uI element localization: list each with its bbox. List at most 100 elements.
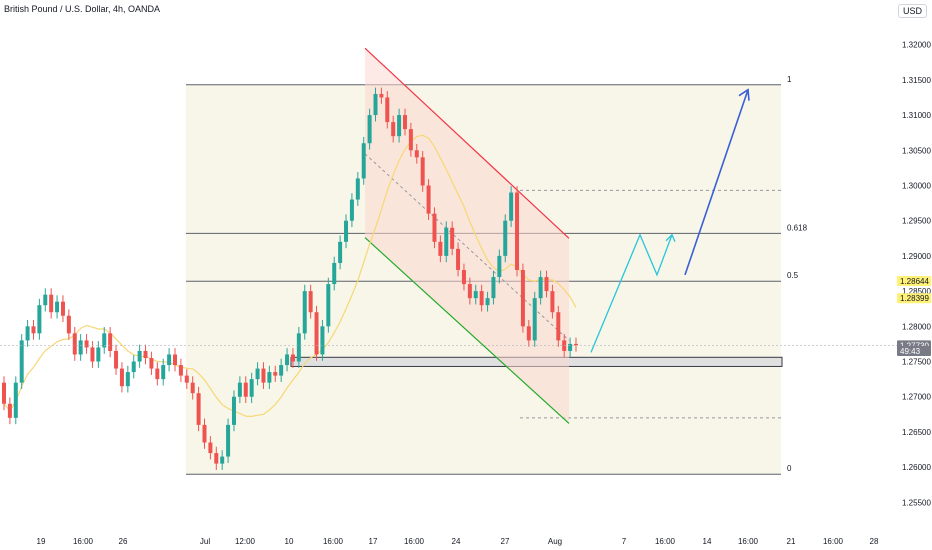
y-tick-11: 1.26500 — [902, 428, 931, 437]
x-tick-18: 28 — [870, 537, 879, 546]
candle-body-69 — [408, 129, 413, 151]
candle-body-19 — [114, 350, 119, 369]
x-tick-13: 16:00 — [655, 537, 676, 546]
candle-body-7 — [43, 294, 48, 306]
candle-body-42 — [249, 379, 254, 397]
candle-body-29 — [173, 354, 178, 366]
candle-body-31 — [184, 375, 189, 383]
candle-body-5 — [31, 326, 36, 334]
candle-body-94 — [556, 312, 561, 341]
candle-body-44 — [261, 368, 266, 383]
candle-body-18 — [108, 333, 113, 351]
candle-body-87 — [515, 192, 520, 270]
candle-body-95 — [562, 340, 567, 351]
candle-body-20 — [119, 368, 124, 387]
badge-bg-1 — [897, 293, 931, 304]
candle-body-71 — [420, 157, 425, 186]
candle-body-37 — [220, 456, 225, 464]
channel-top-line — [364, 47, 570, 239]
candle-body-23 — [137, 350, 142, 362]
candle-body-51 — [302, 291, 307, 334]
y-tick-3: 1.30500 — [902, 146, 931, 155]
candle-body-4 — [25, 326, 30, 341]
candle-body-24 — [143, 350, 148, 358]
candle-body-39 — [231, 396, 236, 425]
candle-body-10 — [60, 301, 65, 316]
x-tick-12: 7 — [622, 537, 627, 546]
candle-body-65 — [385, 97, 390, 123]
fib-label-3: 0 — [787, 464, 792, 473]
y-tick-12: 1.26000 — [902, 463, 931, 472]
candle-body-89 — [526, 326, 531, 341]
y-tick-2: 1.31000 — [902, 111, 931, 120]
x-tick-17: 16:00 — [823, 537, 844, 546]
x-tick-14: 14 — [703, 537, 712, 546]
currency-button[interactable]: USD — [898, 4, 928, 18]
candle-body-56 — [332, 262, 337, 285]
projection-cyan-path — [590, 233, 673, 353]
fib-label-0: 1 — [787, 75, 792, 84]
x-tick-15: 16:00 — [738, 537, 759, 546]
candle-body-61 — [361, 143, 366, 179]
ma-polyline — [3, 134, 577, 418]
candle-body-76 — [450, 227, 455, 249]
x-tick-4: 12:00 — [235, 537, 256, 546]
projection-blue-line — [684, 89, 749, 276]
candle-body-91 — [538, 277, 543, 299]
x-tick-1: 16:00 — [73, 537, 94, 546]
candle-body-15 — [90, 347, 95, 362]
candle-body-41 — [243, 382, 248, 397]
candle-body-12 — [72, 333, 77, 355]
candle-body-6 — [37, 305, 42, 334]
candle-body-17 — [102, 333, 107, 348]
x-tick-8: 16:00 — [404, 537, 425, 546]
channel-fill — [365, 48, 569, 424]
candle-body-81 — [479, 291, 484, 306]
candle-body-90 — [532, 298, 537, 341]
candle-body-25 — [149, 358, 154, 369]
candle-body-83 — [491, 277, 496, 299]
moving-average-line — [3, 134, 577, 418]
projection-blue-arrowhead — [738, 88, 750, 101]
candle-body-70 — [414, 150, 419, 158]
candle-body-36 — [214, 453, 219, 464]
badge-text-3: 49:43 — [900, 347, 921, 356]
candle-body-62 — [367, 115, 372, 144]
y-tick-5: 1.29500 — [902, 217, 931, 226]
x-tick-2: 26 — [119, 537, 128, 546]
candle-body-35 — [208, 442, 213, 454]
candle-body-49 — [290, 354, 295, 362]
candle-body-34 — [202, 424, 207, 443]
candle-body-74 — [438, 241, 443, 256]
candles — [2, 87, 578, 470]
candle-body-16 — [96, 347, 101, 362]
candle-body-46 — [273, 372, 278, 376]
candle-body-60 — [355, 178, 360, 200]
candle-body-75 — [444, 227, 449, 256]
y-tick-6: 1.29000 — [902, 252, 931, 261]
x-tick-16: 21 — [787, 537, 796, 546]
candle-body-67 — [397, 115, 402, 137]
candle-body-45 — [267, 372, 272, 383]
badge-text-2: 1.27730 — [900, 341, 929, 350]
x-tick-10: 27 — [501, 537, 510, 546]
candle-body-82 — [485, 298, 490, 306]
candle-body-3 — [19, 340, 24, 383]
candle-body-38 — [226, 424, 231, 457]
candle-body-28 — [167, 354, 172, 366]
x-tick-6: 16:00 — [323, 537, 344, 546]
x-tick-5: 10 — [285, 537, 294, 546]
candle-body-9 — [55, 301, 60, 313]
candle-body-64 — [379, 93, 384, 98]
candle-body-30 — [178, 365, 183, 376]
candle-body-80 — [473, 291, 478, 299]
y-tick-10: 1.27000 — [902, 393, 931, 402]
candle-body-73 — [432, 213, 437, 242]
candle-body-93 — [550, 291, 555, 313]
y-tick-7: 1.28500 — [902, 287, 931, 296]
candle-body-27 — [161, 365, 166, 380]
badge-bg-3 — [897, 345, 931, 356]
candle-body-57 — [338, 241, 343, 263]
